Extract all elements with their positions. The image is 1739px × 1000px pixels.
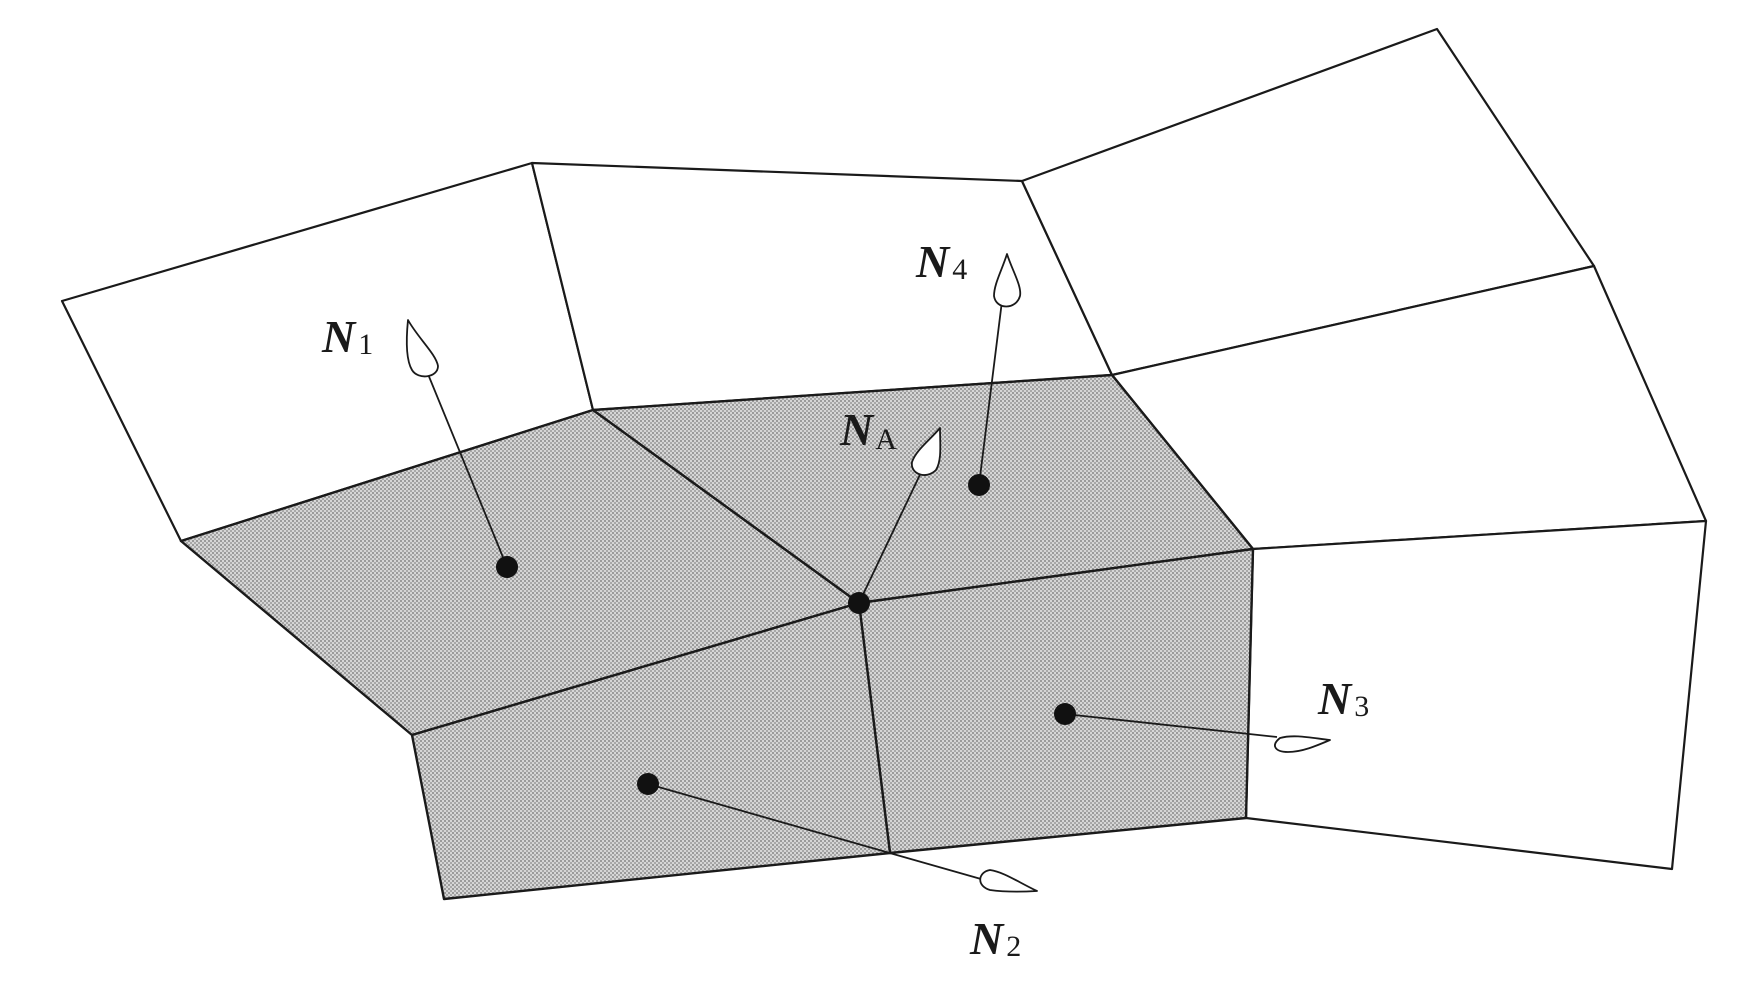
label-n4-main: N bbox=[915, 236, 951, 287]
face-top-middle bbox=[530, 161, 1114, 412]
label-n3-sub: 3 bbox=[1354, 690, 1369, 723]
normal-line-a bbox=[858, 461, 927, 604]
label-n1-main: N bbox=[321, 311, 357, 362]
face-centre-4 bbox=[968, 474, 990, 496]
face-centre-1 bbox=[496, 556, 518, 578]
normal-line-4 bbox=[978, 300, 1003, 486]
arrowhead-4 bbox=[993, 253, 1022, 308]
normal-line-2 bbox=[647, 783, 989, 882]
face-centre-3 bbox=[1054, 703, 1076, 725]
vertex-a bbox=[848, 592, 870, 614]
normal-arrowheads bbox=[405, 253, 1331, 893]
outer-faces bbox=[60, 27, 1708, 871]
normal-line-1 bbox=[420, 356, 508, 568]
label-n2-sub: 2 bbox=[1006, 930, 1021, 963]
label-n2-main: N bbox=[969, 913, 1005, 964]
arrowhead-1 bbox=[405, 319, 439, 378]
face-right-bottom bbox=[1244, 519, 1708, 871]
label-n4-sub: 4 bbox=[952, 253, 967, 286]
label-n1-sub: 1 bbox=[358, 328, 373, 361]
arrowhead-3 bbox=[1274, 735, 1331, 753]
shaded-faces bbox=[179, 373, 1255, 901]
label-na-main: N bbox=[839, 404, 875, 455]
arrowhead-2 bbox=[979, 869, 1038, 893]
arrowhead-a bbox=[911, 427, 942, 476]
normal-lines bbox=[420, 300, 1278, 882]
points bbox=[496, 474, 1076, 795]
face-centre-2 bbox=[637, 773, 659, 795]
normal-line-3 bbox=[1064, 713, 1278, 738]
label-n3-main: N bbox=[1317, 673, 1353, 724]
label-na-sub: A bbox=[875, 423, 897, 456]
label-na: NA bbox=[839, 404, 897, 456]
face-3 bbox=[857, 547, 1255, 855]
